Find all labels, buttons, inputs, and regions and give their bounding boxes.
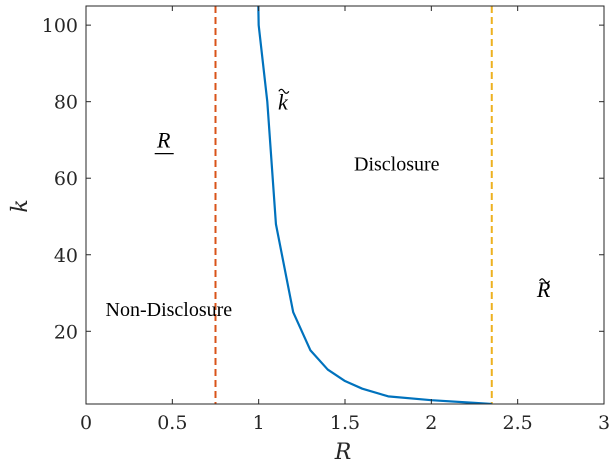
y-axis-label: k	[8, 199, 33, 212]
x-axis-label: R	[334, 440, 352, 465]
x-tick-label: 1.5	[330, 412, 360, 434]
x-tick-label: 3	[598, 412, 609, 434]
annotation-disclosure: Disclosure	[354, 154, 440, 176]
annotation-k-tilde: k	[278, 89, 289, 114]
tilde-accent	[278, 88, 290, 94]
y-tick-label: 60	[54, 168, 78, 190]
x-tick-label: 2.5	[503, 412, 533, 434]
x-tick-label: 1	[253, 412, 265, 434]
annotation-r-low: R	[156, 128, 171, 153]
y-tick-label: 100	[42, 15, 78, 37]
annotation-non-disclosure: Non-Disclosure	[106, 299, 233, 321]
y-tick-label: 40	[54, 245, 78, 267]
annotation-r-tilde: R	[536, 277, 551, 302]
x-tick-label: 0	[80, 412, 92, 434]
x-tick-label: 0.5	[157, 412, 187, 434]
x-tick-label: 2	[425, 412, 437, 434]
tilde-accent	[539, 278, 551, 284]
plot-area	[86, 6, 604, 404]
y-tick-label: 80	[54, 92, 78, 114]
y-tick-label: 20	[54, 321, 78, 343]
